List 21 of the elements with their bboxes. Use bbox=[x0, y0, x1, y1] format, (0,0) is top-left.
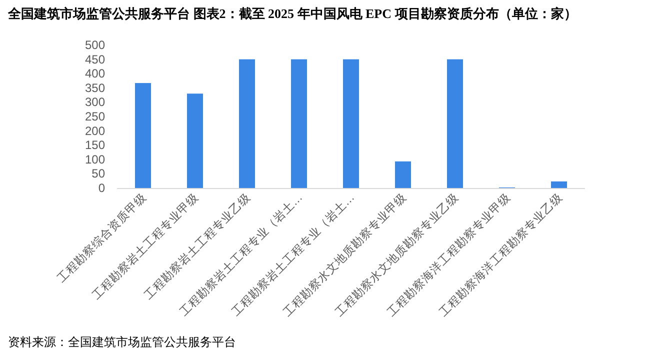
y-tick-label: 100 bbox=[84, 152, 106, 166]
y-tick-label: 350 bbox=[84, 80, 106, 95]
y-tick-label: 250 bbox=[84, 110, 106, 124]
y-tick-label: 200 bbox=[84, 124, 106, 138]
text: 资料来源：全国建筑市场监管公共服务平台 bbox=[8, 335, 236, 349]
y-tick-label: 450 bbox=[84, 52, 106, 66]
bar bbox=[135, 83, 151, 188]
bar bbox=[447, 59, 463, 188]
y-tick-label: 300 bbox=[84, 95, 106, 110]
bar bbox=[239, 59, 255, 188]
y-tick-label: 0 bbox=[98, 181, 106, 195]
y-tick-label: 50 bbox=[92, 166, 106, 181]
bar bbox=[395, 161, 411, 188]
chart-title: 全国建筑市场监管公共服务平台 图表2：截至 2025 年中国风电 EPC 项目勘察资质分布（单位：家） bbox=[7, 6, 577, 21]
bar bbox=[187, 94, 203, 188]
y-tick-label: 500 bbox=[84, 38, 106, 52]
bar bbox=[343, 59, 359, 188]
y-tick-label: 400 bbox=[84, 66, 106, 81]
y-tick-label: 150 bbox=[84, 138, 106, 152]
bar bbox=[291, 59, 307, 188]
bar bbox=[551, 181, 567, 188]
